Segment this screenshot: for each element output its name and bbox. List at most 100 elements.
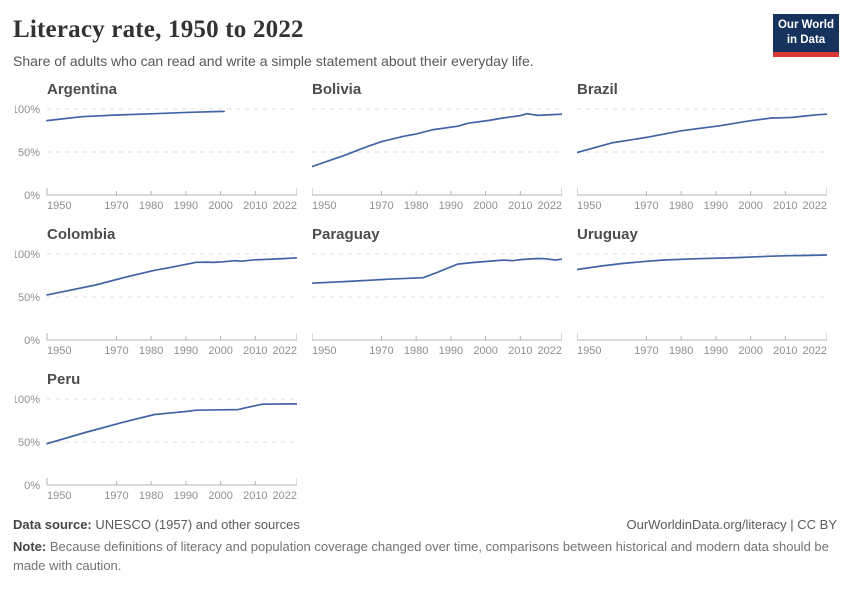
- x-tick-label: 2000: [208, 345, 232, 357]
- x-tick-label: 1950: [312, 345, 336, 357]
- owid-license-link[interactable]: OurWorldinData.org/literacy | CC BY: [626, 517, 837, 532]
- x-tick-label: 2010: [773, 345, 797, 357]
- x-tick-label: 2000: [738, 200, 762, 212]
- y-tick-label: 0%: [24, 335, 40, 347]
- chart-panel-bolivia: Bolivia 1950 1970 1980 1990 2000 2010 2022: [312, 81, 562, 215]
- note-text: Because definitions of literacy and popu…: [13, 539, 829, 573]
- chart-panel-peru: Peru 1950 1970 1980 1990 2000 2010 2022 0% 50% 100…: [15, 371, 297, 505]
- note-label: Note:: [13, 539, 47, 554]
- page-title: Literacy rate, 1950 to 2022: [13, 16, 304, 43]
- panel-plot: 1950 1970 1980 1990 2000 2010 2022: [577, 253, 827, 357]
- x-tick-label: 1950: [47, 490, 71, 502]
- panel-title: Colombia: [47, 226, 116, 243]
- panel-plot: 1950 1970 1980 1990 2000 2010 2022 0% 50% 100%: [15, 394, 297, 502]
- chart-panel-colombia: Colombia 1950 1970 1980 1990 2000 2010 2022 0% 50…: [15, 226, 297, 360]
- panel-plot: 1950 1970 1980 1990 2000 2010 2022: [577, 108, 827, 212]
- x-tick-label: 1990: [439, 345, 463, 357]
- x-tick-label: 1990: [174, 200, 198, 212]
- x-tick-label: 1980: [139, 200, 163, 212]
- trend-line-bolivia[interactable]: [312, 112, 562, 168]
- x-tick-label: 2022: [273, 345, 297, 357]
- x-tick-label: 2010: [508, 200, 532, 212]
- y-tick-label: 100%: [15, 394, 40, 406]
- trend-line-paraguay[interactable]: [312, 257, 562, 285]
- data-source-label: Data source:: [13, 517, 92, 532]
- x-tick-label: 1970: [104, 345, 128, 357]
- x-tick-label: 1950: [47, 200, 71, 212]
- x-tick-label: 1970: [369, 200, 393, 212]
- x-tick-label: 1980: [139, 490, 163, 502]
- panel-plot: 1950 1970 1980 1990 2000 2010 2022: [312, 253, 562, 357]
- panel-title: Paraguay: [312, 226, 380, 243]
- chart-note: Note: Because definitions of literacy an…: [13, 538, 837, 576]
- x-tick-label: 2010: [243, 345, 267, 357]
- trend-line-brazil[interactable]: [577, 113, 827, 154]
- panel-title: Peru: [47, 371, 81, 388]
- panel-title: Bolivia: [312, 81, 362, 98]
- trend-line-uruguay[interactable]: [577, 254, 827, 271]
- y-tick-label: 0%: [24, 190, 40, 202]
- x-tick-label: 1990: [704, 200, 728, 212]
- x-tick-label: 1990: [704, 345, 728, 357]
- panel-title: Uruguay: [577, 226, 638, 243]
- small-multiples-grid: Argentina 1950 1970 1980 1990 2000 2010 2022 0% 5…: [15, 81, 850, 505]
- panel-title: Brazil: [577, 81, 618, 98]
- chart-panel-brazil: Brazil 1950 1970 1980 1990 2000 2010 2022: [577, 81, 827, 215]
- x-tick-label: 2022: [538, 200, 562, 212]
- x-tick-label: 1980: [404, 345, 428, 357]
- y-tick-label: 100%: [15, 104, 40, 116]
- x-tick-label: 1950: [577, 345, 601, 357]
- trend-line-colombia[interactable]: [46, 256, 297, 296]
- x-tick-label: 1970: [104, 200, 128, 212]
- chart-panel-paraguay: Paraguay 1950 1970 1980 1990 2000 2010 2022: [312, 226, 562, 360]
- x-tick-label: 2000: [473, 345, 497, 357]
- y-tick-label: 0%: [24, 480, 40, 492]
- x-tick-label: 2010: [243, 490, 267, 502]
- x-tick-label: 1950: [577, 200, 601, 212]
- x-tick-label: 1970: [634, 200, 658, 212]
- x-tick-label: 1970: [634, 345, 658, 357]
- owid-logo-line1: Our World: [777, 19, 834, 31]
- x-tick-label: 2010: [243, 200, 267, 212]
- x-tick-label: 1990: [174, 490, 198, 502]
- x-tick-label: 2022: [273, 200, 297, 212]
- chart-panel-uruguay: Uruguay 1950 1970 1980 1990 2000 2010 2022: [577, 226, 827, 360]
- y-tick-label: 50%: [18, 437, 40, 449]
- x-tick-label: 2022: [273, 490, 297, 502]
- x-tick-label: 2010: [773, 200, 797, 212]
- owid-logo-line2: in Data: [786, 33, 826, 46]
- x-tick-label: 2000: [208, 200, 232, 212]
- trend-line-peru[interactable]: [46, 403, 297, 445]
- panel-plot: 1950 1970 1980 1990 2000 2010 2022 0% 50% 100%: [15, 104, 297, 212]
- panel-title: Argentina: [47, 81, 118, 98]
- y-tick-label: 100%: [15, 249, 40, 261]
- x-tick-label: 2022: [803, 345, 827, 357]
- panel-plot: 1950 1970 1980 1990 2000 2010 2022: [312, 108, 562, 212]
- x-tick-label: 2000: [473, 200, 497, 212]
- x-tick-label: 2000: [738, 345, 762, 357]
- owid-logo[interactable]: Our World in Data: [773, 14, 839, 57]
- chart-footer: Data source: UNESCO (1957) and other sou…: [13, 517, 837, 576]
- data-source: Data source: UNESCO (1957) and other sou…: [13, 517, 300, 532]
- panel-plot: 1950 1970 1980 1990 2000 2010 2022 0% 50% 100%: [15, 249, 297, 357]
- x-tick-label: 1980: [139, 345, 163, 357]
- x-tick-label: 2010: [508, 345, 532, 357]
- chart-subtitle: Share of adults who can read and write a…: [13, 53, 534, 69]
- chart-panel-argentina: Argentina 1950 1970 1980 1990 2000 2010 2022 0% 5…: [15, 81, 297, 215]
- x-tick-label: 1990: [439, 200, 463, 212]
- y-tick-label: 50%: [18, 147, 40, 159]
- x-tick-label: 1980: [669, 345, 693, 357]
- y-tick-label: 50%: [18, 292, 40, 304]
- trend-line-argentina[interactable]: [46, 110, 225, 122]
- x-tick-label: 1970: [369, 345, 393, 357]
- x-tick-label: 1970: [104, 490, 128, 502]
- x-tick-label: 1990: [174, 345, 198, 357]
- x-tick-label: 2000: [208, 490, 232, 502]
- x-tick-label: 1980: [669, 200, 693, 212]
- data-source-text: UNESCO (1957) and other sources: [91, 517, 300, 532]
- x-tick-label: 1950: [312, 200, 336, 212]
- x-tick-label: 2022: [538, 345, 562, 357]
- x-tick-label: 1950: [47, 345, 71, 357]
- x-tick-label: 2022: [803, 200, 827, 212]
- x-tick-label: 1980: [404, 200, 428, 212]
